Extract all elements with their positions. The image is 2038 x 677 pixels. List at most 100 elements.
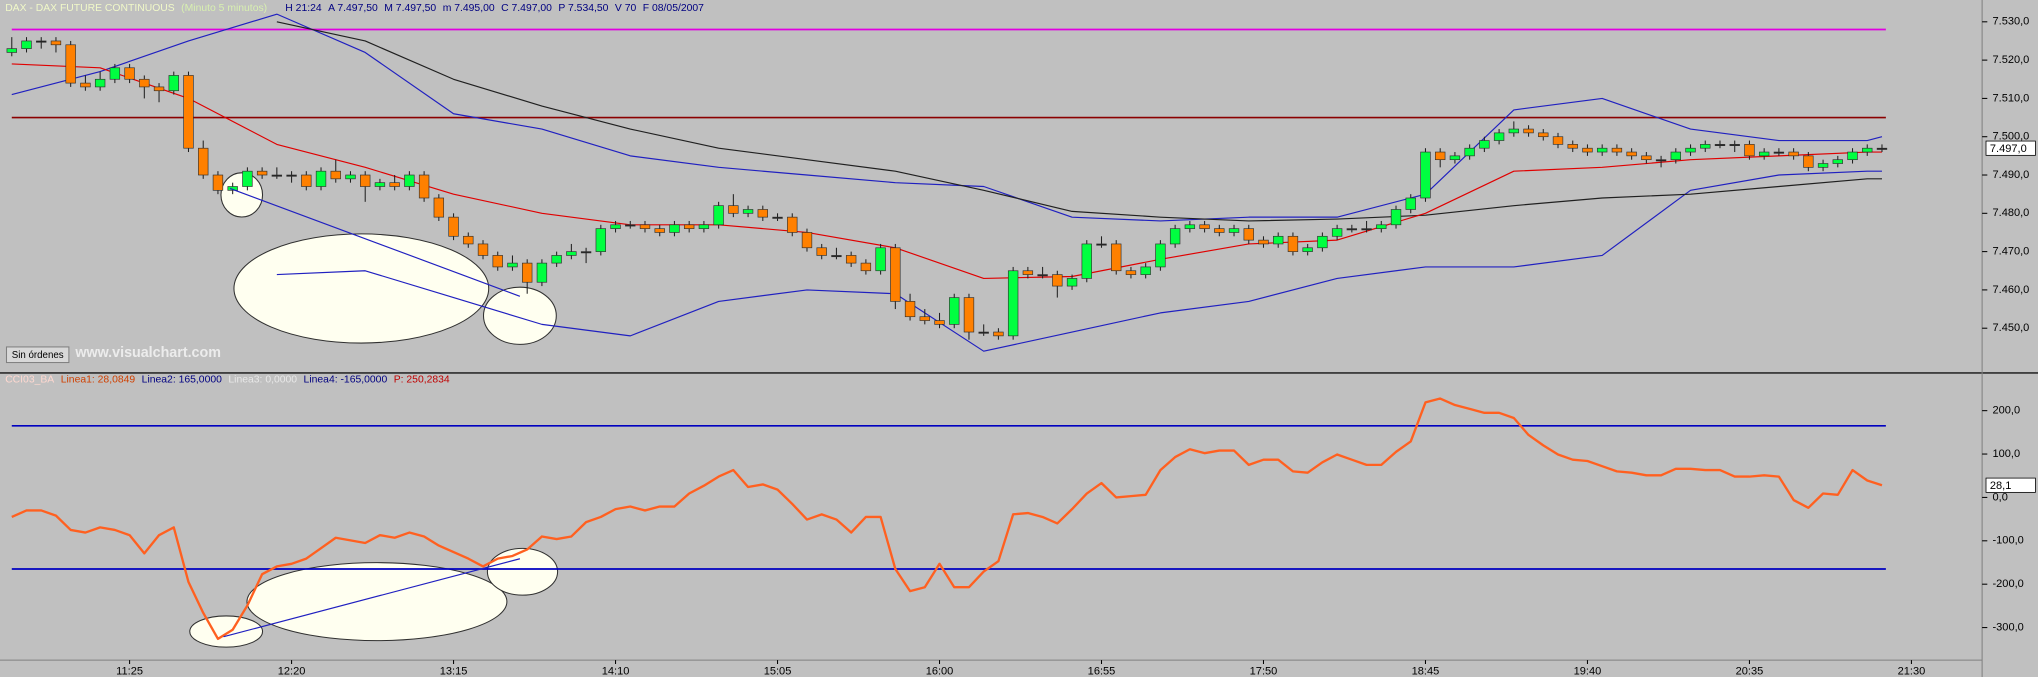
candle-body <box>904 301 916 318</box>
candle-body <box>1052 274 1063 287</box>
candle-body <box>433 197 445 218</box>
legend-item: P: 250,2834 <box>394 374 450 385</box>
annotation-ellipse <box>482 286 557 345</box>
candle-body <box>271 174 283 177</box>
indicator-line <box>276 21 1882 222</box>
candle-body <box>330 170 341 180</box>
candle-body <box>153 86 165 92</box>
indicator-header: CCI03_BA Linea1: 28,0849 Linea2: 165,0000 L… <box>5 374 450 385</box>
candle-body <box>860 262 872 272</box>
candle-body <box>580 251 592 254</box>
candle-body <box>713 205 724 226</box>
candle-body <box>212 174 224 191</box>
price-header: DAX - DAX FUTURE CONTINUOUS (Minuto 5 min… <box>5 3 704 14</box>
candle-body <box>1670 151 1681 161</box>
candle-body <box>1567 144 1578 149</box>
candle-body <box>124 67 135 80</box>
candle-body <box>1538 132 1549 138</box>
candle-body <box>1744 144 1755 157</box>
candle-body <box>1376 224 1387 229</box>
candle-body <box>463 235 474 245</box>
legend-item: Linea4: -165,0000 <box>304 374 388 385</box>
candle-body <box>1773 151 1785 154</box>
candle-body <box>1140 266 1151 275</box>
candle-body <box>36 40 47 43</box>
candle-body <box>21 40 32 49</box>
x-tick-label: 20:35 <box>1736 666 1764 677</box>
quote-item: A 7.497,50 <box>328 3 378 14</box>
candle-body <box>875 247 886 272</box>
candle-body <box>1096 243 1107 246</box>
candle-body <box>374 182 386 187</box>
candle-body <box>728 205 739 214</box>
candle-body <box>1641 155 1652 161</box>
candle-body <box>1714 144 1726 146</box>
y-tick-label: 7.520,0 <box>1993 54 2030 66</box>
legend-item: Linea2: 165,0000 <box>142 374 222 385</box>
candle-body <box>1346 228 1358 231</box>
candle-body <box>742 209 754 214</box>
candle-body <box>1214 228 1225 233</box>
candle-body <box>492 255 503 268</box>
candle-body <box>698 224 710 229</box>
candle-body <box>1184 224 1196 229</box>
cci-line <box>11 397 1883 641</box>
y-tick-label: 7.450,0 <box>1993 322 2030 334</box>
candle-body <box>6 48 17 53</box>
orders-button[interactable] <box>5 346 70 364</box>
candle-body <box>448 216 459 237</box>
last-value-label: 28,1 <box>1990 480 2011 492</box>
indicator-title: CCI03_BA <box>5 374 54 385</box>
candle-body <box>654 228 665 233</box>
candle-body <box>1111 243 1122 272</box>
candle-body <box>1729 144 1740 146</box>
trend-line <box>229 187 521 297</box>
candle-body <box>1876 147 1888 150</box>
candle-body <box>1228 228 1240 233</box>
candle-body <box>1390 209 1402 226</box>
candle-body <box>1508 128 1520 134</box>
candle-body <box>890 247 901 302</box>
candle-body <box>1626 151 1637 157</box>
candle-body <box>1302 247 1313 252</box>
candle-body <box>934 320 945 325</box>
x-tick-label: 14:10 <box>602 666 630 677</box>
candle-body <box>1479 140 1490 149</box>
annotation-ellipse <box>233 233 490 344</box>
y-tick-label: 7.530,0 <box>1993 16 2030 28</box>
candle-body <box>1420 151 1431 199</box>
candle-body <box>345 174 356 180</box>
candle-body <box>1037 274 1048 277</box>
x-tick-label: 18:45 <box>1412 666 1440 677</box>
candle-body <box>286 174 297 177</box>
candle-body <box>1317 235 1328 249</box>
quote-item: H 21:24 <box>285 3 322 14</box>
candle-body <box>1655 159 1667 162</box>
x-tick-label: 16:00 <box>926 666 954 677</box>
candle-body <box>1449 155 1461 161</box>
candle-body <box>919 316 930 321</box>
quote-item: C 7.497,00 <box>501 3 552 14</box>
candle-body <box>198 147 209 176</box>
x-tick-label: 11:25 <box>116 666 143 677</box>
y-tick-label: 7.490,0 <box>1993 169 2030 181</box>
candle-body <box>610 224 621 229</box>
candle-body <box>1331 228 1343 237</box>
candle-body <box>669 224 680 233</box>
candle-body <box>831 255 842 258</box>
candle-body <box>168 75 179 92</box>
candle-body <box>315 170 327 187</box>
candle-body <box>1596 147 1608 153</box>
y-tick-label: 7.500,0 <box>1993 131 2030 143</box>
candle-body <box>1125 270 1137 275</box>
orders-button-label[interactable]: Sin órdenes <box>12 350 64 361</box>
annotation-ellipse <box>220 172 264 218</box>
indicator-line <box>276 170 1882 352</box>
legend-item: Linea3: 0,0000 <box>228 374 297 385</box>
y-tick-label: -200,0 <box>1993 578 2024 590</box>
candle-body <box>787 216 798 233</box>
y-tick-label: 0,0 <box>1993 491 2008 503</box>
y-tick-label: 200,0 <box>1993 405 2021 417</box>
candle-body <box>1361 228 1372 231</box>
